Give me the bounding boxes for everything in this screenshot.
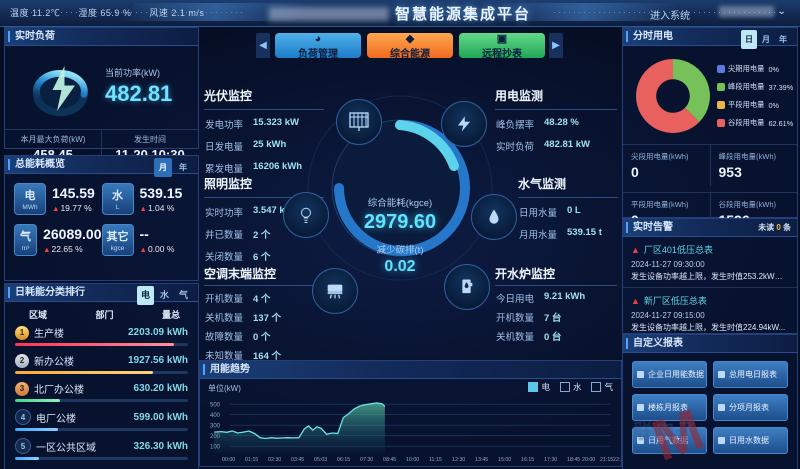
svg-text:18:45: 18:45 (567, 457, 580, 463)
svg-text:10:00: 10:00 (406, 457, 419, 463)
svg-text:02:30: 02:30 (268, 457, 281, 463)
svg-text:16:15: 16:15 (521, 457, 534, 463)
svg-text:300: 300 (210, 424, 221, 430)
svg-text:500: 500 (210, 403, 221, 409)
svg-text:00:00: 00:00 (222, 457, 235, 463)
svg-text:11:15: 11:15 (429, 457, 442, 463)
svg-text:20:00: 20:00 (582, 457, 595, 463)
svg-text:15:00: 15:00 (498, 457, 511, 463)
svg-text:13:45: 13:45 (475, 457, 488, 463)
svg-text:22:30: 22:30 (613, 457, 621, 463)
svg-text:07:30: 07:30 (360, 457, 373, 463)
svg-text:400: 400 (210, 413, 221, 419)
svg-text:21:15: 21:15 (600, 457, 613, 463)
svg-text:05:03: 05:03 (314, 457, 327, 463)
svg-text:12:30: 12:30 (452, 457, 465, 463)
svg-text:03:45: 03:45 (291, 457, 304, 463)
svg-text:17:30: 17:30 (544, 457, 557, 463)
svg-text:01:15: 01:15 (245, 457, 258, 463)
svg-text:08:45: 08:45 (383, 457, 396, 463)
svg-text:06:15: 06:15 (337, 457, 350, 463)
